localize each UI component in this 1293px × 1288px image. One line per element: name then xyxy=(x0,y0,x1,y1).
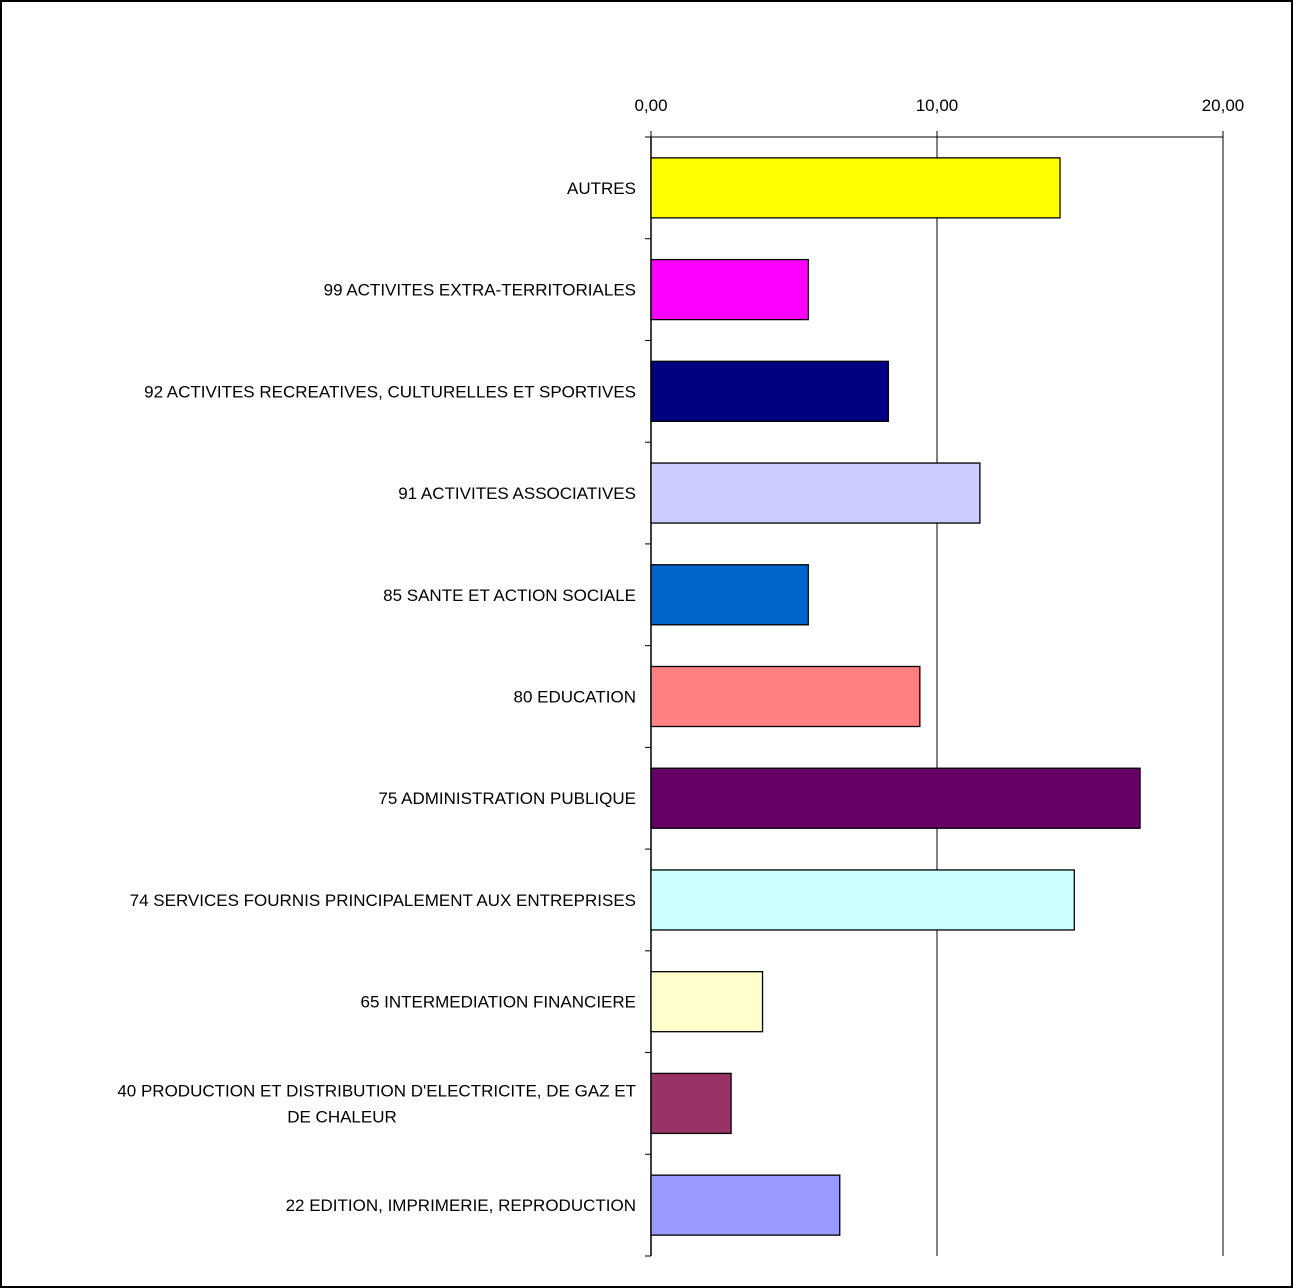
tick-labels: 0,00 10,00 20,00 xyxy=(634,96,1244,115)
bar-4 xyxy=(650,564,809,626)
category-label-5: 80 EDUCATION xyxy=(514,688,637,707)
bar-0 xyxy=(650,157,1061,219)
x-tick-label-2: 20,00 xyxy=(1202,96,1245,115)
x-tick-label-1: 10,00 xyxy=(916,96,959,115)
bar-10 xyxy=(650,1174,841,1236)
category-label-7: 74 SERVICES FOURNIS PRINCIPALEMENT AUX E… xyxy=(130,891,636,910)
category-label-2: 92 ACTIVITES RECREATIVES, CULTURELLES ET… xyxy=(144,382,636,401)
bar-7 xyxy=(650,869,1075,931)
category-label-1: 99 ACTIVITES EXTRA-TERRITORIALES xyxy=(324,281,636,300)
category-label-10: 22 EDITION, IMPRIMERIE, REPRODUCTION xyxy=(286,1196,636,1215)
bar-2 xyxy=(650,360,890,422)
category-label-0: AUTRES xyxy=(567,179,636,198)
gridlines xyxy=(936,137,1224,1256)
category-labels: AUTRES 99 ACTIVITES EXTRA-TERRITORIALES 92… xyxy=(117,179,636,1215)
bar-5 xyxy=(650,665,921,728)
category-label-9: 40 PRODUCTION ET DISTRIBUTION D'ELECTRIC… xyxy=(117,1081,636,1126)
bar-8 xyxy=(650,971,764,1033)
category-label-8: 65 INTERMEDIATION FINANCIERE xyxy=(361,993,637,1012)
bars xyxy=(650,157,1141,1236)
bar-3 xyxy=(650,462,981,524)
bar-9 xyxy=(650,1072,732,1135)
category-label-6: 75 ADMINISTRATION PUBLIQUE xyxy=(378,789,636,808)
x-tick-label-0: 0,00 xyxy=(634,96,667,115)
category-label-3: 91 ACTIVITES ASSOCIATIVES xyxy=(398,484,636,503)
bar-1 xyxy=(650,258,809,321)
category-label-4: 85 SANTE ET ACTION SOCIALE xyxy=(383,586,636,605)
bar-6 xyxy=(650,767,1141,829)
